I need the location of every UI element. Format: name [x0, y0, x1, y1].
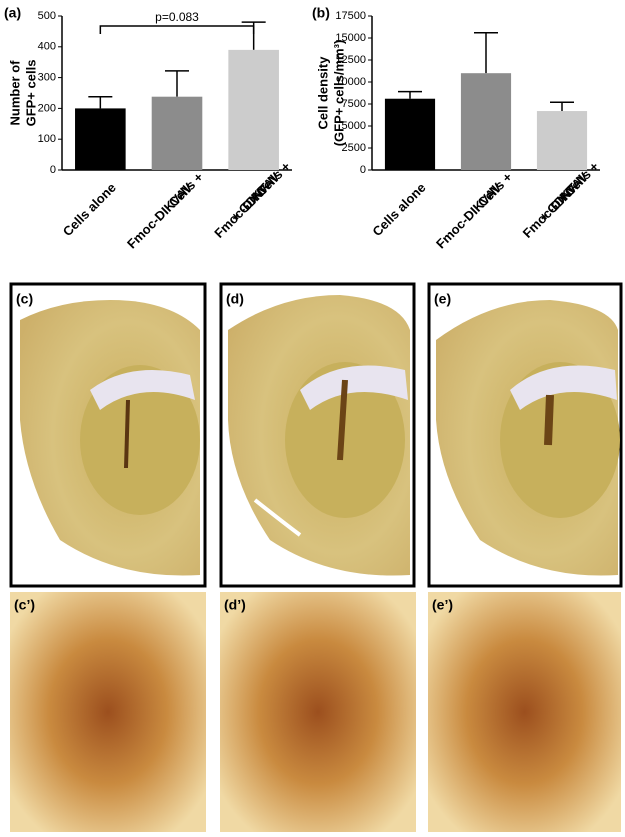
x-tick-label: + GDNF	[536, 180, 581, 225]
panel-label: (b)	[312, 5, 330, 21]
y-tick-label: 15000	[335, 32, 366, 44]
panel-label: (a)	[4, 5, 21, 21]
y-tick-label: 0	[50, 164, 56, 176]
y-tick-label: 500	[38, 10, 56, 22]
bar	[384, 98, 436, 170]
panel-e	[427, 282, 623, 588]
y-tick-label: 300	[38, 72, 56, 84]
bar	[151, 96, 203, 170]
panel-label: (c’)	[14, 597, 35, 613]
charts: (a) Number of GFP+ cells 0 100 200 300 400 500 Ce…	[4, 5, 602, 252]
y-tick-label: 17500	[335, 10, 366, 22]
x-tick-label: + GDNF	[228, 180, 273, 225]
significance-bracket	[99, 25, 255, 34]
y-axis-label: (GFP+ cells/mm³)	[331, 40, 346, 147]
y-axis-label: GFP+ cells	[23, 60, 38, 127]
panel-c	[9, 282, 207, 588]
panel-label: (e’)	[432, 597, 453, 613]
bar	[228, 49, 279, 170]
x-tick-label: Fmoc-DIKVAV	[124, 180, 196, 252]
y-tick-label: 100	[38, 133, 56, 145]
y-tick-label: 400	[38, 41, 56, 53]
micrograph-d-prime	[220, 592, 416, 832]
y-tick-label: 7500	[342, 98, 366, 110]
histology-panels	[9, 282, 623, 832]
bar	[75, 108, 126, 170]
y-tick-label: 12500	[335, 54, 366, 66]
bar	[536, 111, 588, 170]
y-tick-label: 10000	[335, 76, 366, 88]
x-tick-label: Fmoc-DIKVAV	[433, 180, 505, 252]
y-axis-label: Cell density	[315, 56, 330, 130]
x-tick-label: Cells alone	[369, 180, 428, 239]
y-tick-label: 0	[360, 164, 366, 176]
panel-label: (d)	[226, 291, 244, 307]
panel-labels: (c) (d) (e) (c’) (d’) (e’)	[14, 291, 453, 613]
y-tick-label: 200	[38, 102, 56, 114]
y-axis-label: Number of	[7, 60, 22, 126]
x-tick-label: Cells alone	[60, 180, 119, 239]
micrograph-c-prime	[10, 592, 206, 832]
panel-d	[219, 282, 416, 588]
y-tick-label: 5000	[342, 120, 366, 132]
panel-label: (c)	[16, 291, 33, 307]
bar	[460, 73, 512, 170]
panel-label: (d’)	[224, 597, 246, 613]
y-tick-label: 2500	[342, 142, 366, 154]
micrograph-e-prime	[428, 592, 621, 832]
panel-label: (e)	[434, 291, 451, 307]
annotation: p=0.083	[155, 10, 199, 24]
